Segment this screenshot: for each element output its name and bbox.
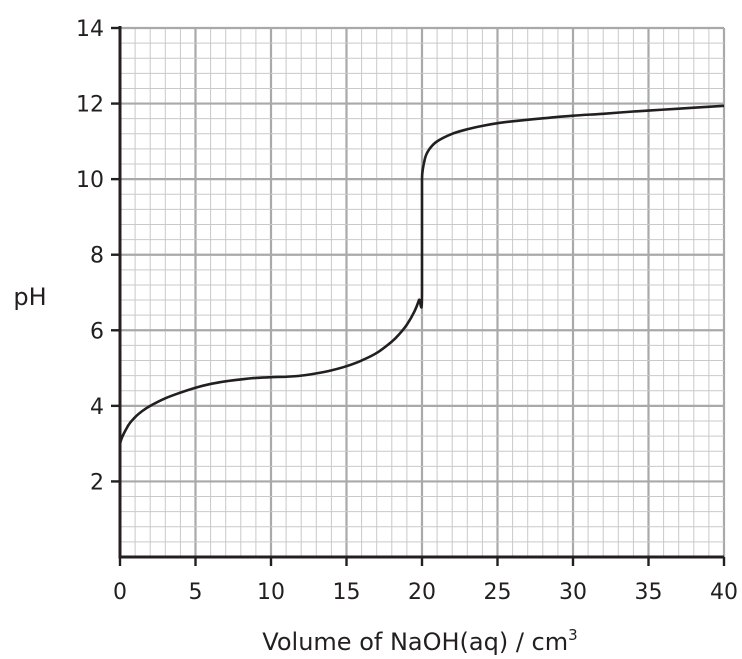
- x-axis-title-text: Volume of NaOH(aq) / cm: [262, 628, 568, 656]
- x-tick-label: 30: [559, 580, 587, 605]
- chart-ticks: 0 5 10 15 20 25 30 35 40 2 4 6 8 10 12 14: [76, 17, 738, 605]
- y-tick-label: 14: [76, 17, 104, 42]
- x-axis-title-superscript: 3: [568, 626, 578, 644]
- x-tick-label: 0: [113, 580, 127, 605]
- x-tick-label: 35: [635, 580, 663, 605]
- x-tick-label: 15: [333, 580, 361, 605]
- x-tick-label: 40: [710, 580, 738, 605]
- chart-grid: [118, 26, 726, 559]
- x-axis-title: Volume of NaOH(aq) / cm3: [262, 626, 577, 656]
- y-tick-label: 4: [90, 395, 104, 420]
- x-tick-label: 20: [408, 580, 436, 605]
- y-tick-label: 2: [90, 470, 104, 495]
- y-tick-label: 8: [90, 244, 104, 269]
- y-tick-label: 10: [76, 168, 104, 193]
- y-tick-label: 12: [76, 93, 104, 118]
- x-tick-label: 25: [484, 580, 512, 605]
- x-tick-label: 10: [257, 580, 285, 605]
- y-tick-label: 6: [90, 319, 104, 344]
- titration-curve-line: [118, 104, 725, 446]
- y-axis-title: pH: [13, 283, 46, 311]
- x-tick-label: 5: [189, 580, 203, 605]
